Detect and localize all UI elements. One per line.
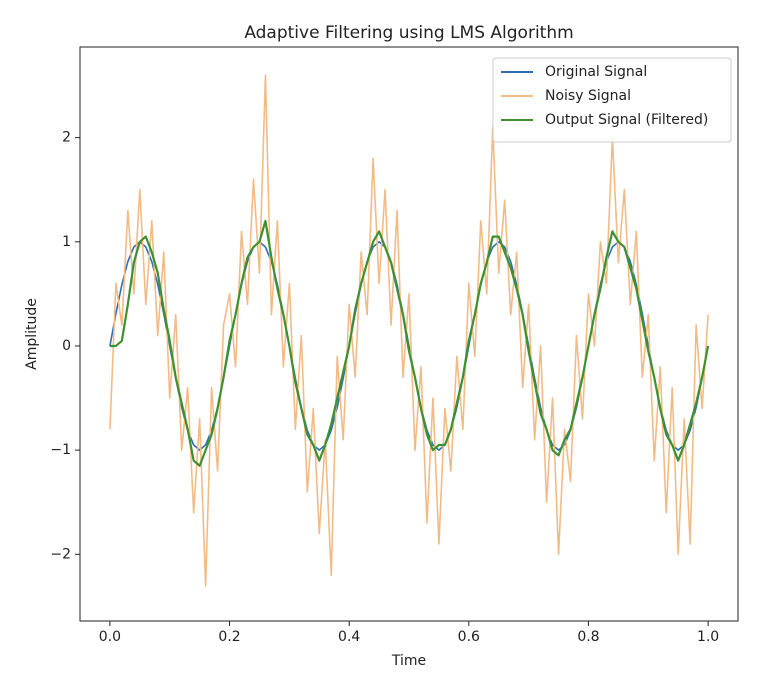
legend-box (492, 57, 732, 143)
plot-frame (79, 46, 739, 622)
y-tick-label: 1 (62, 234, 71, 250)
x-tick-label: 0.2 (218, 629, 240, 645)
series-line (109, 74, 709, 587)
legend-label: Original Signal (545, 64, 647, 80)
y-tick-label: 2 (62, 130, 71, 146)
y-tick-label: −1 (50, 442, 71, 458)
legend-label: Output Signal (Filtered) (545, 112, 708, 128)
x-tick-label: 0.4 (338, 629, 360, 645)
chart-title: Adaptive Filtering using LMS Algorithm (244, 23, 573, 43)
x-tick-label: 0.0 (99, 629, 121, 645)
legend-label: Noisy Signal (545, 88, 631, 104)
y-axis-label: Amplitude (24, 298, 40, 370)
y-tick-label: −2 (50, 546, 71, 562)
x-tick-label: 0.8 (577, 629, 599, 645)
x-tick-label: 0.6 (458, 629, 480, 645)
series-line (109, 219, 710, 467)
x-axis-label: Time (391, 653, 426, 669)
y-tick-label: 0 (62, 338, 71, 354)
x-tick-label: 1.0 (697, 629, 719, 645)
